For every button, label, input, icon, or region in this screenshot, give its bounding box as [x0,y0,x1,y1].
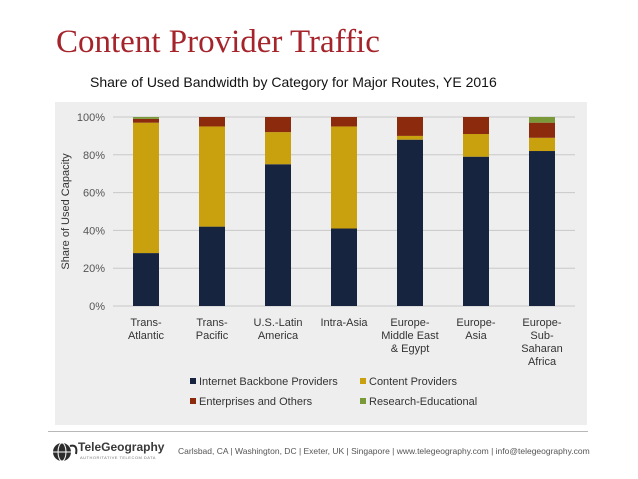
chart-panel: Share of Used Capacity 0% 20% 40% 60% 80% 100%… [55,102,587,425]
x-tick-label: Europe- [456,317,495,329]
bar-segment [265,164,291,306]
x-tick-label: Intra-Asia [320,317,368,329]
bar-segment [463,134,489,157]
x-tick-label: Atlantic [128,330,165,342]
bar-segment [463,156,489,306]
x-tick-label: Middle East [381,330,438,342]
x-tick-label: Sub- [530,330,554,342]
x-tick-label: & Egypt [391,343,430,355]
bar-segment [265,132,291,165]
chart-title: Share of Used Bandwidth by Category for … [90,74,497,90]
bar-segment [529,137,555,152]
bar-segment [133,118,159,123]
logo-text: TeleGeography [78,440,165,454]
legend-swatch [360,378,366,384]
telegeography-globe-icon [53,442,78,462]
x-tick-label: Europe- [390,317,429,329]
legend-swatch [190,378,196,384]
x-tick-label: Trans- [196,317,228,329]
bar-segment [331,117,357,127]
y-tick-label: 20% [83,263,105,275]
legend-label: Internet Backbone Providers [199,376,338,388]
stacked-bar-chart: Share of Used Capacity 0% 20% 40% 60% 80% 100%… [60,112,575,408]
legend-label: Enterprises and Others [199,396,313,408]
bar-segment [331,228,357,306]
bar-segment [133,122,159,254]
bar-segment [265,117,291,133]
y-tick-label: 0% [89,301,105,313]
bar-segment [199,226,225,306]
legend-swatch [190,398,196,404]
bar-segment [199,126,225,227]
bar-segment [529,122,555,138]
y-tick-label: 40% [83,225,105,237]
bar-segment [397,135,423,140]
slide-title: Content Provider Traffic [56,24,380,60]
x-tick-label: Asia [465,330,487,342]
x-tick-label: America [258,330,299,342]
bar-segment [133,117,159,119]
legend-swatch [360,398,366,404]
bar-segment [463,117,489,135]
x-tick-label: Pacific [196,330,229,342]
x-tick-label: Africa [528,356,557,368]
bar-segment [331,126,357,229]
y-tick-label: 100% [77,112,105,124]
bar-segment [397,139,423,306]
bar-segment [529,151,555,306]
x-tick-label: Trans- [130,317,162,329]
x-tick-label: Europe- [522,317,561,329]
logo-subtext: AUTHORITATIVE TELECOM DATA [80,455,156,460]
legend-label: Content Providers [369,376,458,388]
bar-segment [133,253,159,306]
x-tick-label: U.S.-Latin [254,317,303,329]
y-tick-label: 60% [83,188,105,200]
legend-label: Research-Educational [369,396,477,408]
footer-divider [48,431,588,432]
bar-segment [529,117,555,123]
bar-segment [397,117,423,136]
bar-segment [199,117,225,127]
y-tick-label: 80% [83,150,105,162]
x-tick-label: Saharan [521,343,563,355]
y-axis-title: Share of Used Capacity [60,153,72,270]
footer-contact: Carlsbad, CA | Washington, DC | Exeter, … [178,446,590,456]
